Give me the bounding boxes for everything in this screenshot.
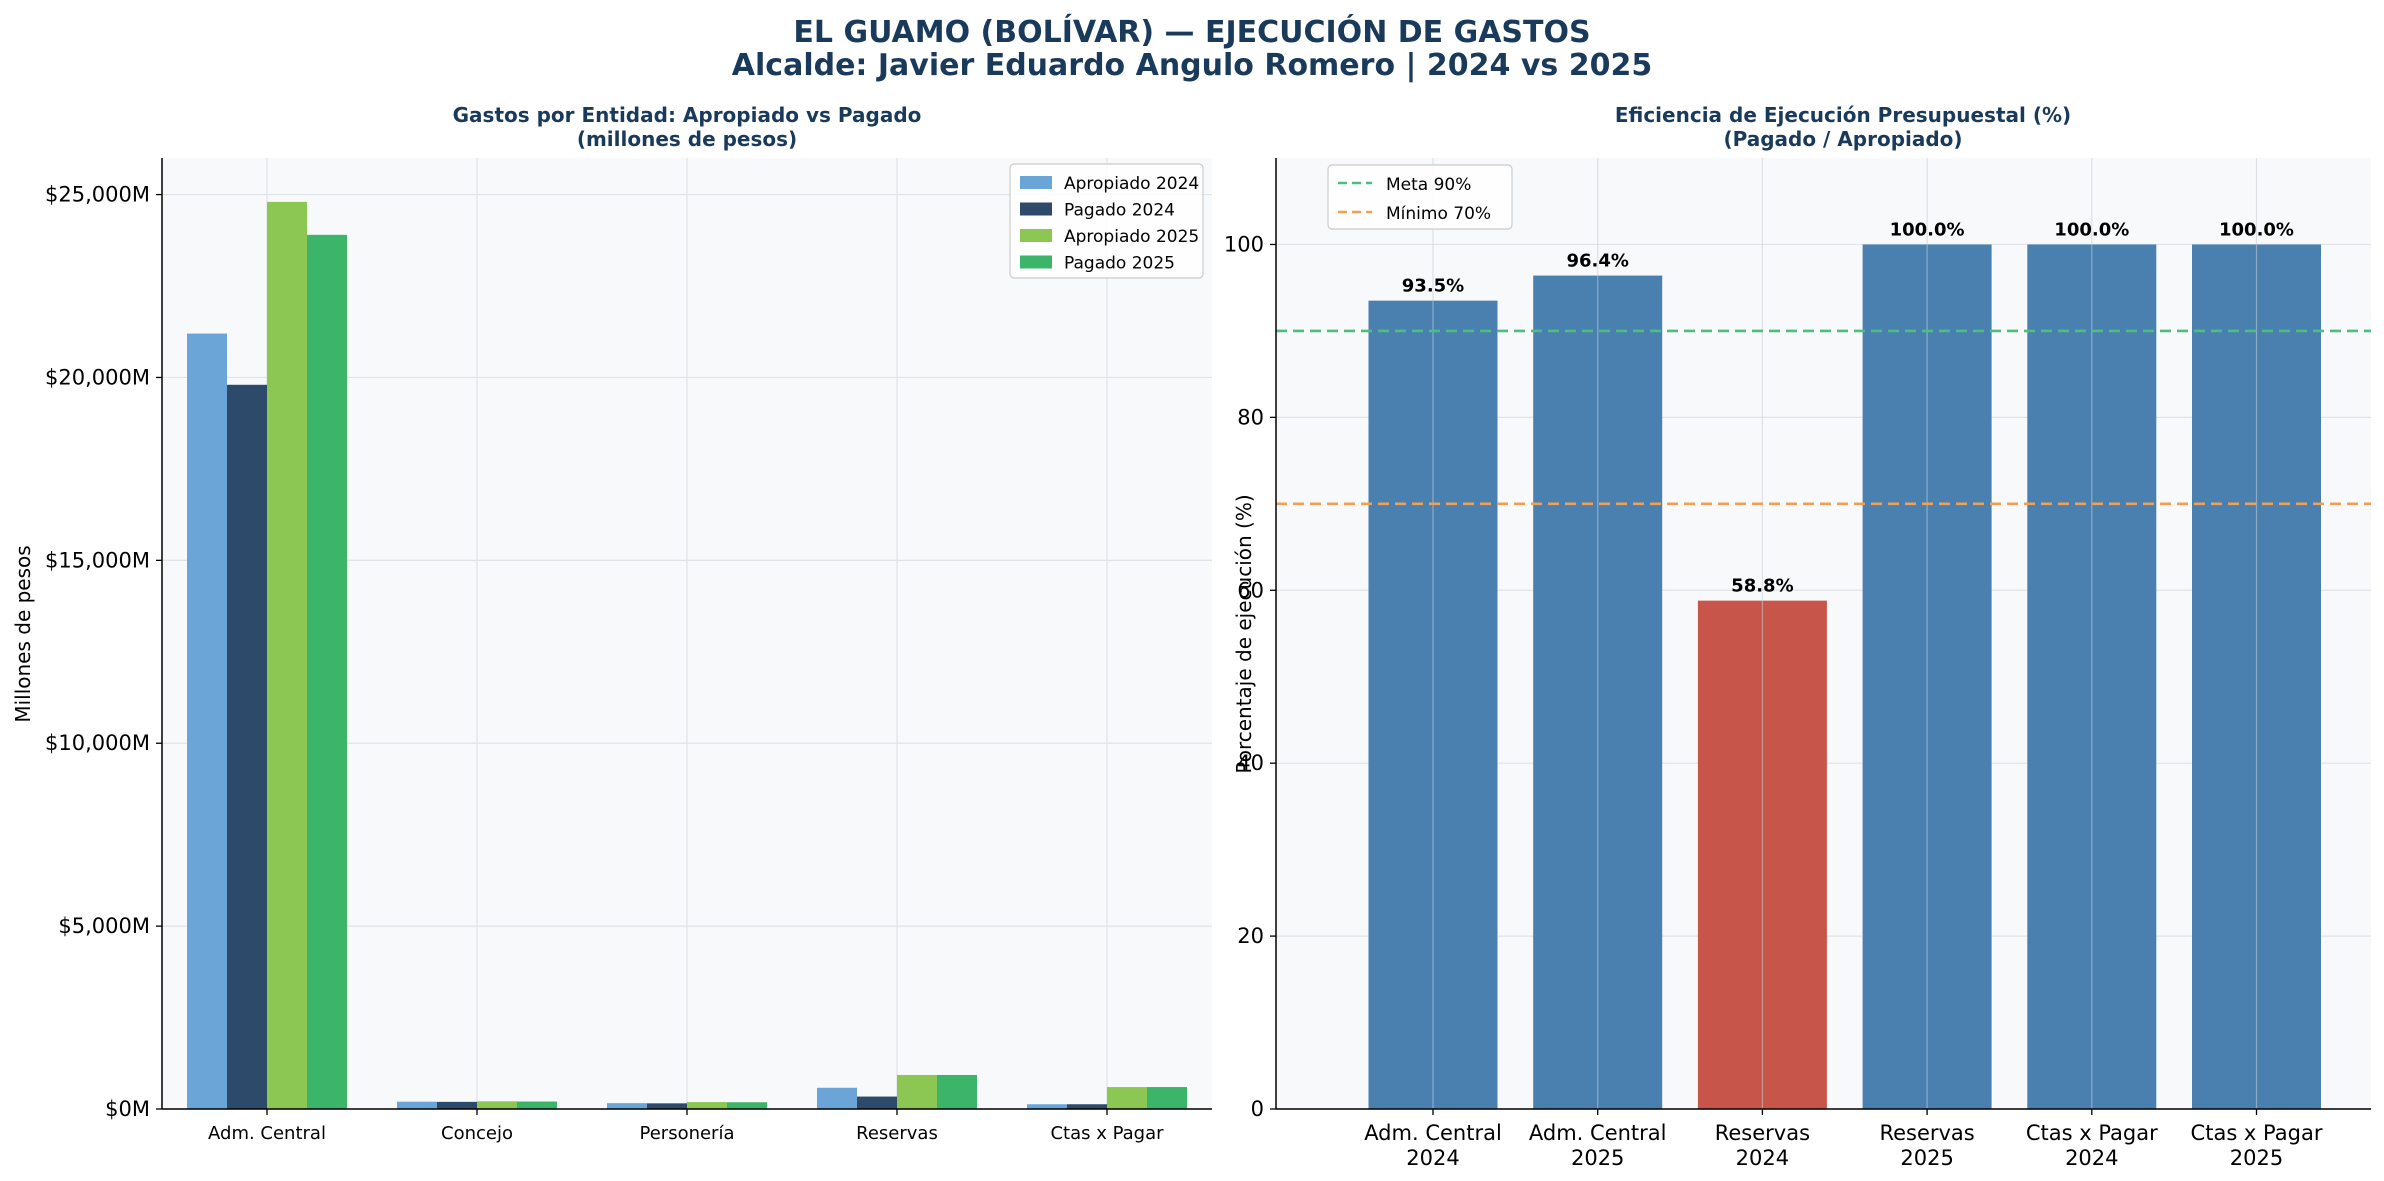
right-x-tick-label-line2: 2024 bbox=[2065, 1146, 2118, 1170]
bar-pagado-2025-personeria bbox=[727, 1102, 767, 1109]
left-y-tick-label: $25,000M bbox=[45, 183, 150, 207]
right-chart-title-line1: Eficiencia de Ejecución Presupuestal (%) bbox=[1615, 103, 2071, 127]
bar-pagado-2024-ctas-x-pagar bbox=[1067, 1104, 1107, 1109]
right-y-ticks: 0 20 40 60 80 100 bbox=[1224, 232, 1276, 1121]
right-bars: 93.5%96.4%58.8%100.0% 100.0% 100.0% bbox=[1368, 158, 2321, 1110]
left-x-tick-label: Ctas x Pagar bbox=[1050, 1123, 1164, 1144]
bar-pagado-2025-adm-central bbox=[307, 234, 347, 1110]
legend-label-pagado-2024: Pagado 2024 bbox=[1064, 201, 1175, 221]
right-x-tick-label-line2: 2025 bbox=[1900, 1146, 1953, 1170]
bar-apropiado-2024-ctas-x-pagar bbox=[1027, 1104, 1067, 1109]
left-y-tick-label: $10,000M bbox=[45, 731, 150, 755]
left-chart-title-line2: (millones de pesos) bbox=[577, 127, 797, 151]
right-x-tick-label-line1: Ctas x Pagar bbox=[2191, 1121, 2323, 1145]
right-reference-lines bbox=[1276, 329, 2371, 506]
right-x-tick-label-line1: Reservas bbox=[1715, 1121, 1810, 1145]
right-legend: Meta 90% Mínimo 70% bbox=[1327, 164, 1513, 230]
legend-label-meta-90: Meta 90% bbox=[1386, 175, 1471, 195]
left-x-tick-label: Adm. Central bbox=[208, 1123, 326, 1144]
bar-apropiado-2025-reservas bbox=[897, 1074, 937, 1109]
right-y-tick-label: 40 bbox=[1237, 751, 1264, 775]
left-y-tick-label: $0M bbox=[105, 1097, 150, 1121]
right-x-tick-label-line2: 2025 bbox=[1571, 1146, 1624, 1170]
legend-label-apropiado-2025: Apropiado 2025 bbox=[1064, 227, 1199, 247]
left-x-tick-label: Concejo bbox=[441, 1123, 513, 1144]
legend-swatch-apropiado-2024 bbox=[1020, 176, 1052, 189]
right-legend-frame bbox=[1327, 164, 1513, 230]
left-y-tick-label: $15,000M bbox=[45, 548, 150, 572]
legend-swatch-apropiado-2025 bbox=[1020, 229, 1052, 242]
bar-apropiado-2025-adm-central bbox=[267, 201, 307, 1109]
bar-pagado-2024-concejo bbox=[437, 1101, 477, 1109]
right-y-tick-label: 100 bbox=[1224, 232, 1264, 256]
left-y-tick-label: $5,000M bbox=[58, 914, 150, 938]
right-y-axis-label: Porcentaje de ejecución (%) bbox=[1232, 494, 1256, 773]
left-chart-panel: Gastos por Entidad: Apropiado vs Pagado … bbox=[11, 103, 1212, 1144]
bar-pagado-2025-concejo bbox=[517, 1101, 557, 1109]
left-chart-title-line1: Gastos por Entidad: Apropiado vs Pagado bbox=[453, 103, 922, 127]
right-chart-panel: Eficiencia de Ejecución Presupuestal (%)… bbox=[1224, 103, 2371, 1170]
figure-title-line1: EL GUAMO (BOLÍVAR) — EJECUCIÓN DE GASTOS bbox=[793, 13, 1590, 50]
right-x-tick-label-line2: 2025 bbox=[2230, 1146, 2283, 1170]
bar-apropiado-2024-concejo bbox=[397, 1101, 437, 1109]
left-x-ticks: Adm. Central Concejo Personería Reservas Cta… bbox=[208, 1109, 1164, 1144]
bar-apropiado-2024-adm-central bbox=[187, 333, 227, 1110]
legend-label-apropiado-2024: Apropiado 2024 bbox=[1064, 174, 1199, 194]
legend-label-pagado-2025: Pagado 2025 bbox=[1064, 254, 1175, 274]
left-legend-frame bbox=[1009, 163, 1204, 279]
bar-pagado-2024-reservas bbox=[857, 1096, 897, 1109]
left-legend: Apropiado 2024 Pagado 2024 Apropiado 2025 P… bbox=[1009, 163, 1204, 279]
right-y-tick-label: 20 bbox=[1237, 924, 1264, 948]
right-y-tick-label: 60 bbox=[1237, 578, 1264, 602]
right-x-tick-label-line1: Reservas bbox=[1879, 1121, 1974, 1145]
right-chart-title-line2: (Pagado / Apropiado) bbox=[1723, 127, 1962, 151]
right-x-tick-label-line1: Ctas x Pagar bbox=[2026, 1121, 2158, 1145]
legend-label-minimo-70: Mínimo 70% bbox=[1386, 204, 1491, 224]
right-y-tick-label: 80 bbox=[1237, 405, 1264, 429]
right-axes bbox=[1275, 158, 2371, 1110]
bar-apropiado-2025-personeria bbox=[687, 1102, 727, 1109]
bar-pagado-2024-adm-central bbox=[227, 384, 267, 1109]
figure-title-line2: Alcalde: Javier Eduardo Angulo Romero | … bbox=[732, 48, 1652, 83]
left-y-tick-label: $20,000M bbox=[45, 365, 150, 389]
legend-swatch-pagado-2025 bbox=[1020, 255, 1052, 269]
bar-pagado-2025-reservas bbox=[937, 1074, 977, 1109]
left-y-axis-label: Millones de pesos bbox=[11, 545, 35, 722]
bar-apropiado-2025-concejo bbox=[477, 1101, 517, 1109]
left-x-tick-label: Personería bbox=[640, 1123, 735, 1144]
right-y-tick-label: 0 bbox=[1251, 1097, 1264, 1121]
bar-apropiado-2025-ctas-x-pagar bbox=[1107, 1087, 1147, 1109]
left-y-ticks: $0M $5,000M $10,000M $15,000M $20,000M $25,00… bbox=[45, 183, 162, 1121]
left-x-tick-label: Reservas bbox=[856, 1123, 938, 1144]
right-x-tick-label-line1: Adm. Central bbox=[1529, 1121, 1667, 1145]
bar-apropiado-2024-personeria bbox=[607, 1103, 647, 1109]
bar-pagado-2024-personeria bbox=[647, 1103, 687, 1109]
bar-apropiado-2024-reservas bbox=[817, 1087, 857, 1109]
left-bars bbox=[187, 201, 1187, 1110]
right-x-tick-label-line2: 2024 bbox=[1736, 1146, 1789, 1170]
bar-pagado-2025-ctas-x-pagar bbox=[1147, 1087, 1187, 1109]
right-x-tick-label-line1: Adm. Central bbox=[1364, 1121, 1502, 1145]
right-x-tick-label-line2: 2024 bbox=[1406, 1146, 1459, 1170]
legend-swatch-pagado-2024 bbox=[1020, 202, 1052, 216]
